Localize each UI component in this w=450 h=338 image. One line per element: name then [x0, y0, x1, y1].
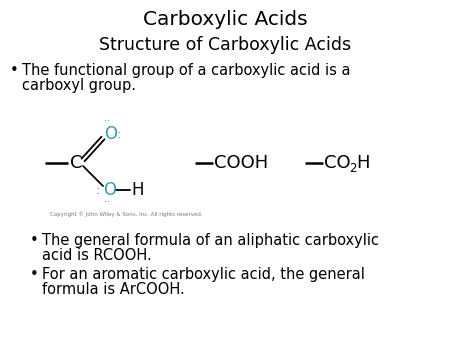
- Text: H: H: [356, 154, 369, 172]
- Text: Structure of Carboxylic Acids: Structure of Carboxylic Acids: [99, 36, 351, 54]
- Text: ··: ··: [104, 116, 110, 126]
- Text: For an aromatic carboxylic acid, the general: For an aromatic carboxylic acid, the gen…: [42, 267, 365, 282]
- Text: formula is ArCOOH.: formula is ArCOOH.: [42, 282, 185, 297]
- Text: Copyright © John Wiley & Sons, Inc. All rights reserved.: Copyright © John Wiley & Sons, Inc. All …: [50, 211, 202, 217]
- Text: The functional group of a carboxylic acid is a: The functional group of a carboxylic aci…: [22, 63, 351, 78]
- Text: •: •: [30, 233, 39, 248]
- Text: 2: 2: [349, 162, 356, 174]
- Text: CO: CO: [324, 154, 351, 172]
- Text: •: •: [10, 63, 19, 78]
- Text: The general formula of an aliphatic carboxylic: The general formula of an aliphatic carb…: [42, 233, 379, 248]
- Text: O: O: [104, 125, 117, 143]
- Text: O: O: [103, 181, 116, 199]
- Text: ··: ··: [104, 197, 110, 207]
- Text: Carboxylic Acids: Carboxylic Acids: [143, 10, 307, 29]
- Text: carboxyl group.: carboxyl group.: [22, 78, 136, 93]
- Text: :: :: [96, 184, 100, 196]
- Text: H: H: [131, 181, 144, 199]
- Text: :: :: [117, 127, 121, 141]
- Text: •: •: [30, 267, 39, 282]
- Text: acid is RCOOH.: acid is RCOOH.: [42, 248, 152, 263]
- Text: C: C: [70, 154, 82, 172]
- Text: COOH: COOH: [214, 154, 268, 172]
